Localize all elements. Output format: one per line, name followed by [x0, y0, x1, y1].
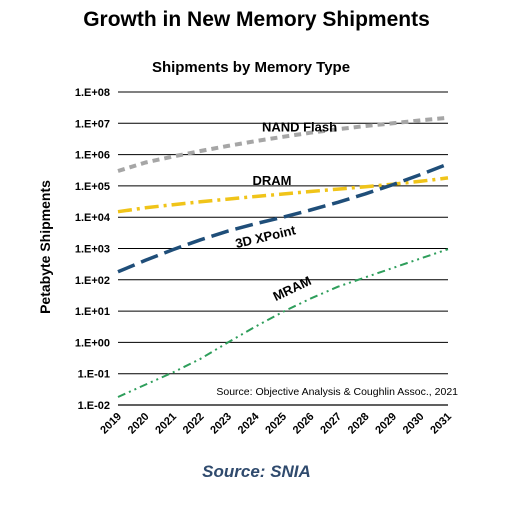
- y-axis-label: Petabyte Shipments: [37, 180, 53, 314]
- x-tick-label: 2029: [373, 411, 399, 437]
- x-tick-label: 2028: [346, 411, 372, 437]
- gridlines: [118, 91, 448, 406]
- y-tick-label: 1.E-02: [78, 400, 110, 412]
- x-tick-label: 2027: [318, 411, 344, 437]
- series-label: DRAM: [253, 173, 292, 188]
- x-tick-label: 2024: [236, 410, 262, 436]
- source-annotation: Source: Objective Analysis & Coughlin As…: [216, 386, 458, 398]
- page-title: Growth in New Memory Shipments: [83, 8, 430, 31]
- x-tick-label: 2031: [428, 411, 454, 437]
- series-label: NAND Flash: [262, 119, 337, 134]
- footer-source: Source: SNIA: [202, 462, 311, 481]
- x-tick-label: 2020: [126, 411, 152, 437]
- y-tick-label: 1.E+00: [75, 337, 110, 349]
- series-label: MRAM: [271, 273, 314, 304]
- y-tick-label: 1.E+02: [75, 275, 110, 287]
- y-tick-label: 1.E-01: [78, 369, 110, 381]
- y-tick-label: 1.E+01: [75, 306, 110, 318]
- x-tick-labels: 2019 2020 2021 2022 2023 2024 2025 2026 2027 2028…: [98, 410, 454, 436]
- x-tick-label: 2022: [181, 411, 207, 437]
- x-tick-label: 2019: [98, 411, 124, 437]
- series-line-mram: [117, 248, 449, 398]
- y-tick-label: 1.E+04: [75, 212, 111, 224]
- x-tick-label: 2023: [208, 411, 234, 437]
- x-tick-label: 2030: [401, 411, 427, 437]
- y-tick-label: 1.E+03: [75, 244, 110, 256]
- y-tick-label: 1.E+08: [75, 87, 110, 99]
- y-tick-labels: 1.E-02 1.E-01 1.E+00 1.E+01 1.E+02 1.E+03 1.E+…: [75, 87, 111, 412]
- x-tick-label: 2025: [263, 411, 289, 437]
- y-tick-label: 1.E+06: [75, 150, 110, 162]
- line-chart: Shipments by Memory Type Petabyte Shipme…: [37, 59, 458, 436]
- y-tick-label: 1.E+05: [75, 181, 110, 193]
- x-tick-label: 2026: [291, 411, 317, 437]
- series-lines: [117, 115, 449, 398]
- series-line-nand-flash: [117, 115, 449, 173]
- series-line-3d-xpoint: [117, 162, 449, 274]
- chart-title: Shipments by Memory Type: [152, 59, 350, 76]
- x-tick-label: 2021: [153, 411, 179, 437]
- y-tick-label: 1.E+07: [75, 118, 110, 130]
